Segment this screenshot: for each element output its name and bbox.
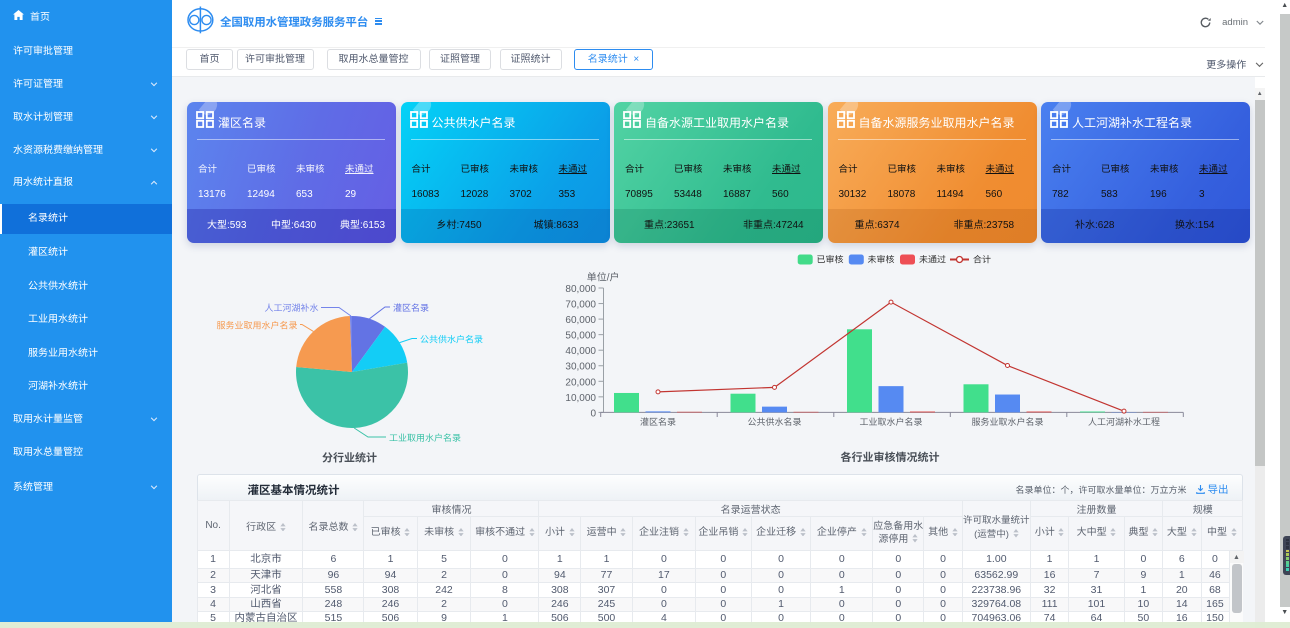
svg-text:30,000: 30,000 xyxy=(565,362,596,373)
svg-text:分行业统计: 分行业统计 xyxy=(322,452,377,465)
svg-text:公共供水户名录: 公共供水户名录 xyxy=(420,335,483,345)
svg-text:人工河湖补水工程: 人工河湖补水工程 xyxy=(1088,417,1160,427)
svg-text:20,000: 20,000 xyxy=(565,377,596,388)
svg-text:灌区名录: 灌区名录 xyxy=(393,303,429,313)
svg-text:0: 0 xyxy=(590,408,596,419)
svg-text:各行业审核情况统计: 各行业审核情况统计 xyxy=(841,451,940,464)
svg-text:50,000: 50,000 xyxy=(565,331,596,342)
svg-text:人工河湖补水: 人工河湖补水 xyxy=(264,303,318,313)
svg-text:服务业取用水户名录: 服务业取用水户名录 xyxy=(216,321,297,331)
svg-text:合计: 合计 xyxy=(973,255,991,265)
svg-text:60,000: 60,000 xyxy=(565,315,596,326)
svg-text:单位/户: 单位/户 xyxy=(587,272,620,284)
svg-text:40,000: 40,000 xyxy=(565,346,596,357)
svg-text:公共供水名录: 公共供水名录 xyxy=(747,417,801,427)
svg-text:已审核: 已审核 xyxy=(817,255,844,265)
svg-text:未通过: 未通过 xyxy=(919,255,946,265)
svg-text:未审核: 未审核 xyxy=(868,255,895,265)
svg-text:70,000: 70,000 xyxy=(565,300,596,311)
svg-text:工业取水户名录: 工业取水户名录 xyxy=(859,417,922,427)
svg-text:服务业取水户名录: 服务业取水户名录 xyxy=(971,417,1043,427)
svg-text:10,000: 10,000 xyxy=(565,393,596,404)
svg-text:灌区名录: 灌区名录 xyxy=(640,417,676,427)
svg-text:工业取用水户名录: 工业取用水户名录 xyxy=(389,433,461,443)
svg-text:80,000: 80,000 xyxy=(565,284,596,295)
